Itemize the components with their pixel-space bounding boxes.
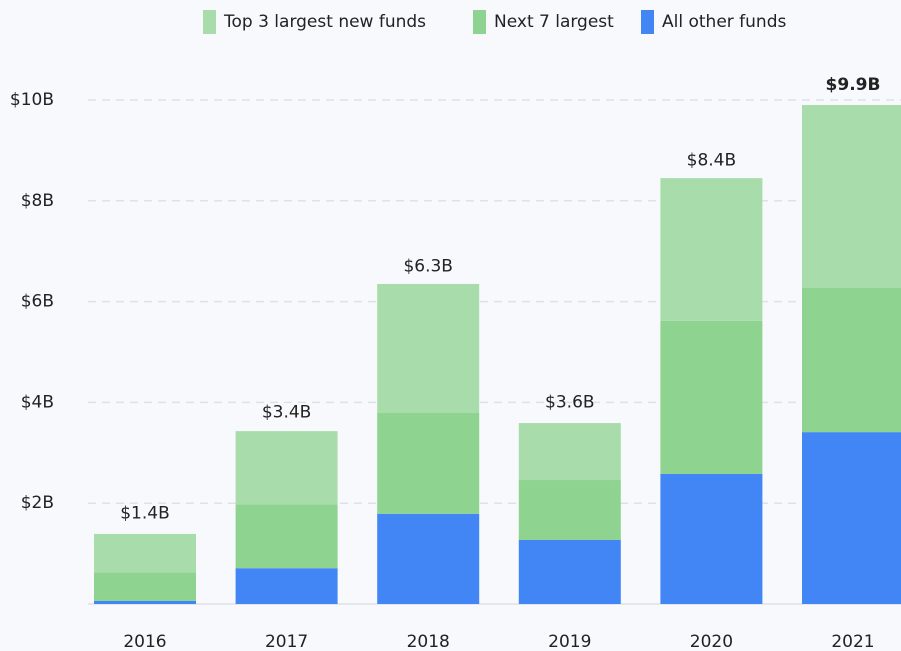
bar-segment (518, 480, 621, 540)
legend-label: Next 7 largest (494, 12, 614, 32)
bar-segment (235, 431, 338, 505)
bar-segment (377, 513, 480, 604)
bar-segment (660, 473, 763, 604)
bar-segment (802, 432, 901, 604)
total-label: $1.4B (120, 503, 170, 523)
y-tick-label: $10B (10, 90, 54, 110)
x-tick-label: 2018 (407, 632, 450, 651)
bar-segment (94, 533, 196, 573)
total-label: $3.6B (545, 393, 595, 413)
bar-segment (802, 287, 901, 433)
bar-segment (660, 178, 763, 321)
y-tick-label: $4B (21, 392, 54, 412)
total-label: $3.4B (262, 403, 312, 423)
legend-label: Top 3 largest new funds (223, 12, 426, 32)
bar-segment (518, 423, 621, 481)
bar-segment (94, 572, 196, 601)
x-tick-label: 2016 (123, 632, 166, 651)
bar-segment (235, 504, 338, 569)
bar-segment (660, 320, 763, 474)
x-tick-label: 2021 (831, 632, 874, 651)
total-label: $8.4B (687, 151, 737, 171)
bar-segment (235, 568, 338, 604)
x-tick-label: 2019 (548, 632, 591, 651)
bar-segment (94, 600, 196, 604)
x-tick-label: 2020 (690, 632, 733, 651)
legend-swatch (641, 10, 654, 34)
legend-label: All other funds (662, 12, 786, 32)
bar-segment (802, 105, 901, 288)
y-tick-label: $6B (21, 292, 54, 312)
y-tick-label: $8B (21, 191, 54, 211)
bar-segment (377, 283, 480, 413)
x-tick-label: 2017 (265, 632, 308, 651)
bar-segment (377, 412, 480, 514)
total-label: $9.9B (826, 75, 881, 95)
total-label: $6.3B (403, 256, 453, 276)
legend-swatch (473, 10, 486, 34)
y-tick-label: $2B (21, 493, 54, 513)
legend-swatch (203, 10, 216, 34)
bar-segment (518, 539, 621, 604)
